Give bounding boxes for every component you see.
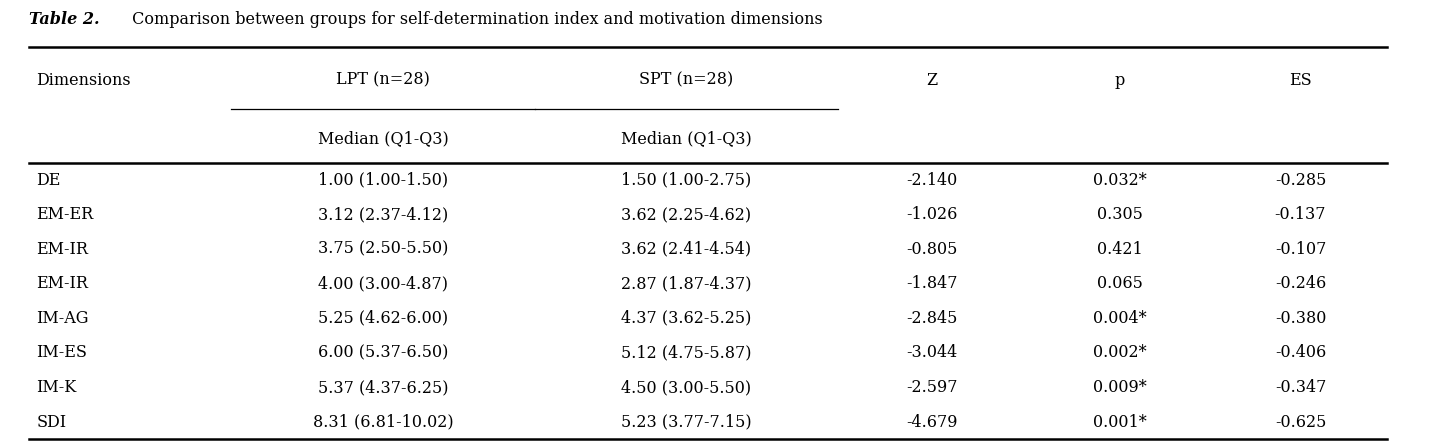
- Text: 0.004*: 0.004*: [1092, 310, 1147, 327]
- Text: EM-IR: EM-IR: [36, 275, 88, 292]
- Text: Z: Z: [926, 72, 938, 89]
- Text: ES: ES: [1289, 72, 1312, 89]
- Text: 0.032*: 0.032*: [1092, 172, 1147, 189]
- Text: 4.00 (3.00-4.87): 4.00 (3.00-4.87): [318, 275, 448, 292]
- Text: -4.679: -4.679: [906, 413, 958, 430]
- Text: LPT (n=28): LPT (n=28): [337, 72, 429, 89]
- Text: -0.380: -0.380: [1274, 310, 1327, 327]
- Text: 0.002*: 0.002*: [1092, 344, 1147, 361]
- Text: Median (Q1-Q3): Median (Q1-Q3): [318, 130, 448, 147]
- Text: 0.305: 0.305: [1097, 206, 1143, 223]
- Text: IM-K: IM-K: [36, 379, 77, 396]
- Text: 6.00 (5.37-6.50): 6.00 (5.37-6.50): [318, 344, 448, 361]
- Text: -0.246: -0.246: [1274, 275, 1327, 292]
- Text: p: p: [1114, 72, 1126, 89]
- Text: -0.137: -0.137: [1274, 206, 1327, 223]
- Text: 8.31 (6.81-10.02): 8.31 (6.81-10.02): [312, 413, 454, 430]
- Text: SPT (n=28): SPT (n=28): [639, 72, 734, 89]
- Text: 5.12 (4.75-5.87): 5.12 (4.75-5.87): [621, 344, 751, 361]
- Text: SDI: SDI: [36, 413, 66, 430]
- Text: 5.23 (3.77-7.15): 5.23 (3.77-7.15): [621, 413, 751, 430]
- Text: EM-IR: EM-IR: [36, 241, 88, 258]
- Text: -0.285: -0.285: [1274, 172, 1327, 189]
- Text: 3.62 (2.25-4.62): 3.62 (2.25-4.62): [621, 206, 751, 223]
- Text: -2.597: -2.597: [906, 379, 958, 396]
- Text: 4.37 (3.62-5.25): 4.37 (3.62-5.25): [621, 310, 751, 327]
- Text: 0.421: 0.421: [1097, 241, 1143, 258]
- Text: 0.009*: 0.009*: [1092, 379, 1147, 396]
- Text: Table 2.: Table 2.: [29, 11, 100, 28]
- Text: -1.026: -1.026: [906, 206, 958, 223]
- Text: -3.044: -3.044: [906, 344, 958, 361]
- Text: 0.001*: 0.001*: [1092, 413, 1147, 430]
- Text: Median (Q1-Q3): Median (Q1-Q3): [621, 130, 751, 147]
- Text: -0.805: -0.805: [906, 241, 958, 258]
- Text: -0.107: -0.107: [1274, 241, 1327, 258]
- Text: 3.75 (2.50-5.50): 3.75 (2.50-5.50): [318, 241, 448, 258]
- Text: Comparison between groups for self-determination index and motivation dimensions: Comparison between groups for self-deter…: [127, 11, 822, 28]
- Text: 3.12 (2.37-4.12): 3.12 (2.37-4.12): [318, 206, 448, 223]
- Text: -2.140: -2.140: [906, 172, 958, 189]
- Text: -0.625: -0.625: [1274, 413, 1327, 430]
- Text: 1.50 (1.00-2.75): 1.50 (1.00-2.75): [621, 172, 751, 189]
- Text: 1.00 (1.00-1.50): 1.00 (1.00-1.50): [318, 172, 448, 189]
- Text: 5.37 (4.37-6.25): 5.37 (4.37-6.25): [318, 379, 448, 396]
- Text: -0.406: -0.406: [1274, 344, 1327, 361]
- Text: -1.847: -1.847: [906, 275, 958, 292]
- Text: -2.845: -2.845: [906, 310, 958, 327]
- Text: Dimensions: Dimensions: [36, 72, 130, 89]
- Text: 5.25 (4.62-6.00): 5.25 (4.62-6.00): [318, 310, 448, 327]
- Text: 4.50 (3.00-5.50): 4.50 (3.00-5.50): [621, 379, 751, 396]
- Text: IM-ES: IM-ES: [36, 344, 87, 361]
- Text: IM-AG: IM-AG: [36, 310, 88, 327]
- Text: 2.87 (1.87-4.37): 2.87 (1.87-4.37): [621, 275, 751, 292]
- Text: DE: DE: [36, 172, 61, 189]
- Text: -0.347: -0.347: [1274, 379, 1327, 396]
- Text: EM-ER: EM-ER: [36, 206, 94, 223]
- Text: 3.62 (2.41-4.54): 3.62 (2.41-4.54): [621, 241, 751, 258]
- Text: 0.065: 0.065: [1097, 275, 1143, 292]
